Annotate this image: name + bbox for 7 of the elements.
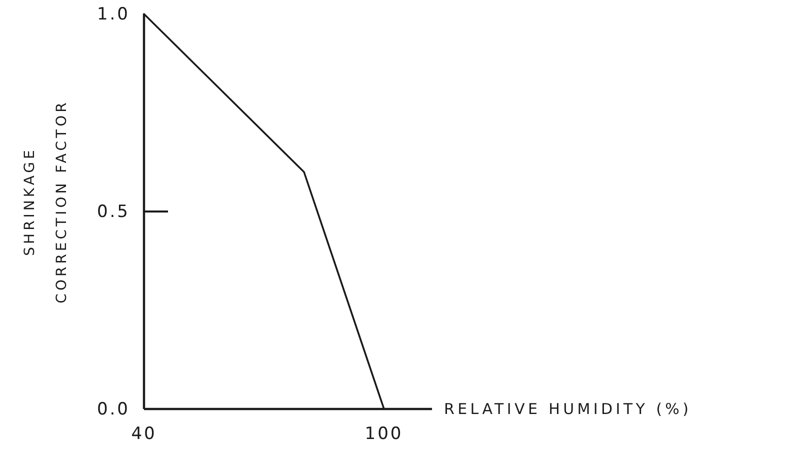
y-tick-label: 0.5 [96,202,130,222]
y-tick-label: 0.0 [96,399,130,420]
y-axis-title: SHRINKAGE CORRECTION FACTOR [22,100,70,304]
x-axis-title: RELATIVE HUMIDITY (%) [444,400,692,418]
x-tick-label: 40 [131,424,157,444]
x-tick-label: 100 [364,424,404,444]
y-tick-label: 1.0 [96,4,130,24]
